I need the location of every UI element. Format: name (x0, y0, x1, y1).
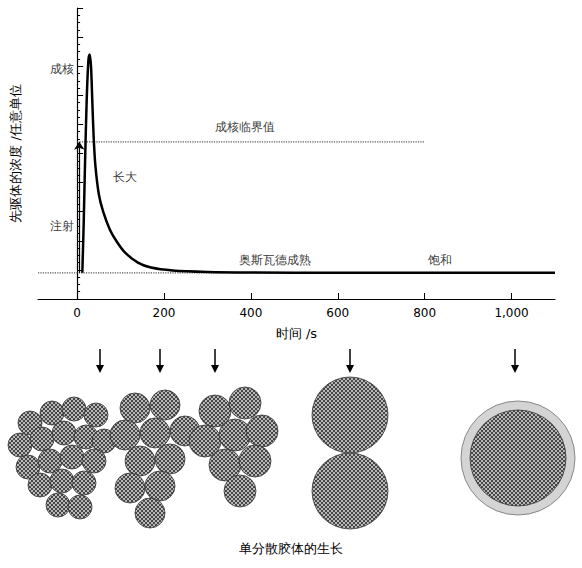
svg-text:成核临界值: 成核临界值 (215, 120, 275, 134)
svg-text:0: 0 (73, 306, 81, 320)
svg-text:注射: 注射 (50, 219, 74, 233)
svg-text:饱和: 饱和 (427, 253, 452, 267)
svg-text:奥斯瓦德成熟: 奥斯瓦德成熟 (239, 253, 311, 267)
svg-text:1,000: 1,000 (494, 306, 528, 320)
svg-text:先驱体的浓度 /任意单位: 先驱体的浓度 /任意单位 (8, 84, 23, 223)
svg-text:400: 400 (239, 306, 262, 320)
svg-text:成核: 成核 (50, 62, 74, 76)
svg-text:200: 200 (153, 306, 176, 320)
html-text:单分散胶体的生长: 单分散胶体的生长 (239, 541, 343, 556)
svg-text:600: 600 (326, 306, 349, 320)
svg-text:800: 800 (413, 306, 436, 320)
svg-text:时间 /s: 时间 /s (276, 326, 318, 341)
svg-text:长大: 长大 (113, 170, 137, 184)
